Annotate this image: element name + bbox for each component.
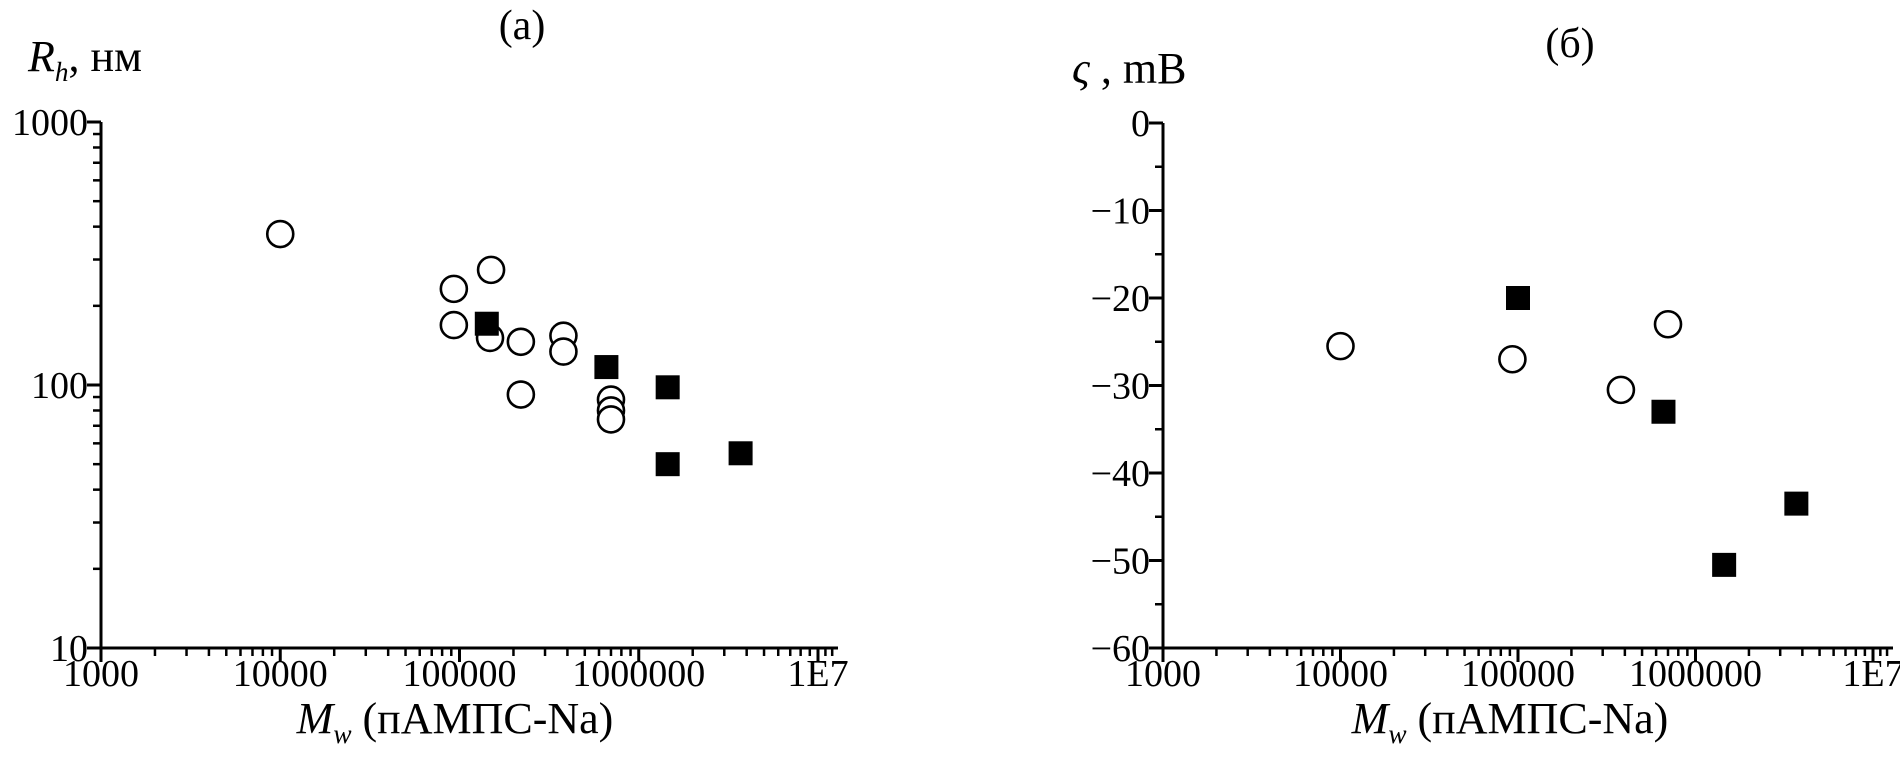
data-point-circle <box>476 255 506 285</box>
data-point-circle <box>1653 309 1683 339</box>
plot-b-x-label-subscript: w <box>1388 718 1407 749</box>
plot-b-y-axis-label: ς , mB <box>1072 44 1187 98</box>
plot-a-x-label-subscript: w <box>333 718 352 749</box>
data-point-square <box>655 452 680 477</box>
data-point-circle <box>549 337 578 366</box>
data-point-circle <box>439 274 469 304</box>
plot-b-x-axis-label: Mw (пАМПС-Na) <box>1290 694 1730 749</box>
data-point-square <box>728 441 753 466</box>
plot-a-title: (a) <box>498 3 546 49</box>
plot-b-title: (б) <box>1545 21 1595 67</box>
x-tick-label: 1000000 <box>572 653 705 695</box>
y-tick-label: −60 <box>1091 628 1150 670</box>
x-tick-label: 1000 <box>63 653 139 695</box>
y-tick-label: −40 <box>1091 453 1150 495</box>
x-tick-label: 1E7 <box>1842 653 1900 695</box>
x-tick-label: 1E7 <box>787 653 848 695</box>
plot-b-x-label-symbol: M <box>1351 694 1389 743</box>
y-tick-label: −20 <box>1091 278 1150 320</box>
plot-a-y-label-units: , нм <box>68 32 142 81</box>
data-point-square <box>655 375 680 400</box>
plot-a-y-axis-label: Rh, нм <box>28 32 142 87</box>
plot-a-x-label-units: (пАМПС-Na) <box>351 694 614 743</box>
y-tick-label: 0 <box>1131 103 1150 145</box>
data-point-circle <box>1606 375 1636 405</box>
x-tick-label: 10000 <box>1293 653 1388 695</box>
plot-a-y-label-symbol: R <box>28 32 55 81</box>
plot-a-y-label-subscript: h <box>54 56 69 87</box>
plot-b-x-label-units: (пАМПС-Na) <box>1406 694 1669 743</box>
data-point-circle <box>1326 331 1355 361</box>
x-tick-label: 1000000 <box>1629 653 1762 695</box>
data-point-circle <box>265 219 295 249</box>
y-tick-label: −10 <box>1091 191 1150 233</box>
data-point-square <box>1712 552 1737 577</box>
data-point-circle <box>439 310 469 340</box>
x-tick-label: 1000 <box>1125 653 1201 695</box>
data-point-square <box>594 355 619 380</box>
y-tick-label: 1000 <box>12 102 88 144</box>
y-tick-label: 10 <box>50 628 88 670</box>
plot-a-x-axis-label: Mw (пАМПС-Na) <box>235 694 675 749</box>
y-tick-label: −50 <box>1091 541 1150 583</box>
x-tick-label: 10000 <box>233 653 328 695</box>
data-point-circle <box>506 327 536 357</box>
data-point-square <box>1506 286 1530 310</box>
data-point-circle <box>506 380 536 409</box>
data-point-square <box>474 311 499 336</box>
plot-b-y-label-symbol: ς <box>1072 44 1090 93</box>
x-tick-label: 100000 <box>1461 653 1575 695</box>
data-point-square <box>1784 491 1809 516</box>
data-point-square <box>1651 399 1676 424</box>
data-point-circle <box>1498 344 1527 374</box>
plot-b-y-label-units: , mB <box>1089 44 1187 93</box>
plot-a-x-label-symbol: M <box>296 694 334 743</box>
x-tick-label: 100000 <box>403 653 517 695</box>
y-tick-label: −30 <box>1091 366 1150 408</box>
y-tick-label: 100 <box>31 365 88 407</box>
data-point-circle <box>596 405 626 434</box>
